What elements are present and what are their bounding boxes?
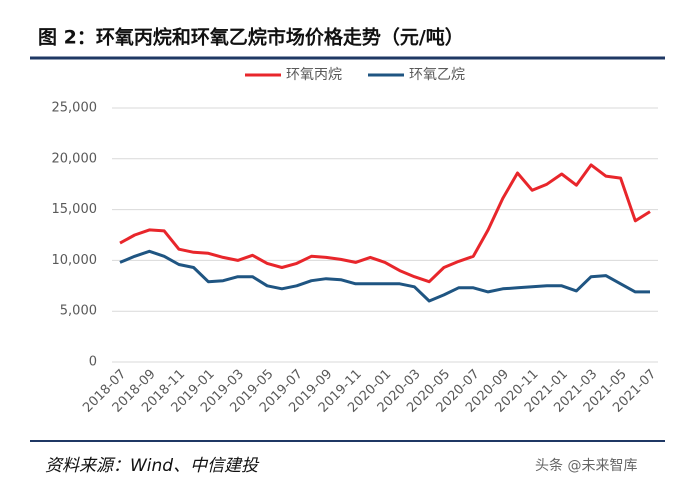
- y-tick-label: 25,000: [52, 101, 98, 116]
- y-tick-label: 0: [89, 355, 97, 370]
- source-note: 资料来源：Wind、中信建投: [45, 456, 260, 476]
- y-tick-label: 10,000: [52, 253, 98, 268]
- y-tick-label: 5,000: [60, 304, 97, 319]
- series-line: [119, 163, 651, 284]
- watermark: 头条 @未来智库: [535, 457, 637, 474]
- legend-label: 环氧丙烷: [286, 67, 342, 83]
- chart-title: 图 2：环氧丙烷和环氧乙烷市场价格走势（元/吨）: [38, 26, 464, 49]
- y-tick-label: 20,000: [52, 151, 98, 166]
- legend-label: 环氧乙烷: [409, 67, 465, 83]
- y-tick-label: 15,000: [52, 202, 98, 217]
- series-line: [119, 249, 650, 303]
